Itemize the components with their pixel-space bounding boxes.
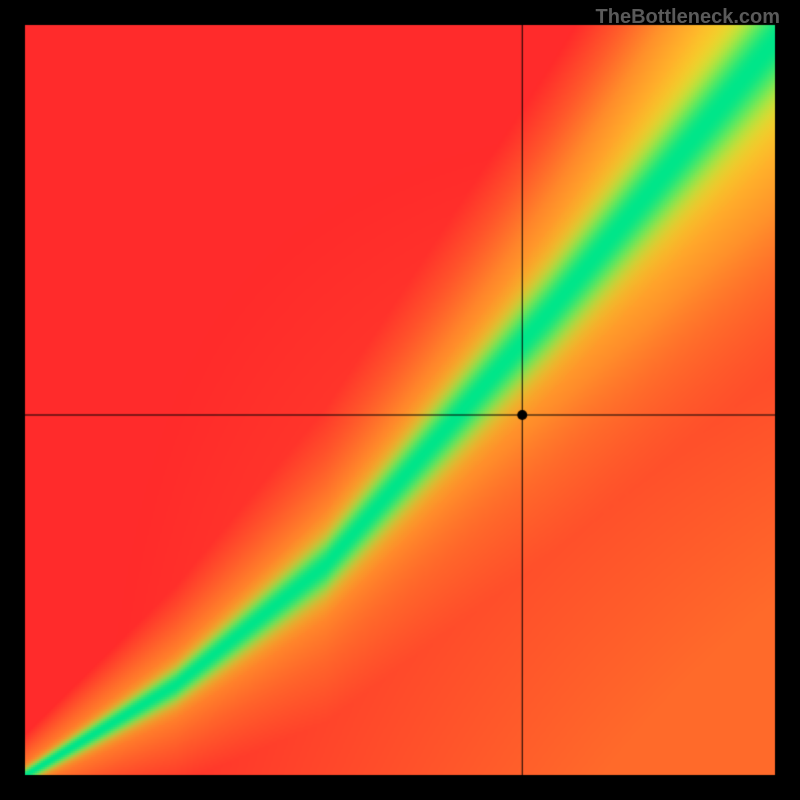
bottleneck-heatmap bbox=[0, 0, 800, 800]
watermark-text: TheBottleneck.com bbox=[596, 6, 780, 29]
